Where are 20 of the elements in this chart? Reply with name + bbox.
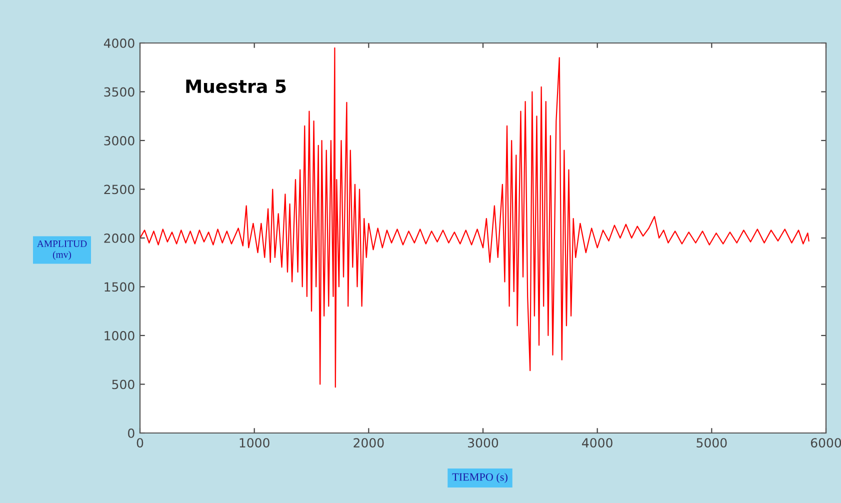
x-axis-title: TIEMPO (s) xyxy=(452,472,508,484)
y-tick-label: 1000 xyxy=(104,330,134,340)
y-tick-label: 3500 xyxy=(104,87,134,97)
x-tick-label: 3000 xyxy=(468,438,498,448)
y-tick-label: 500 xyxy=(112,380,134,390)
y-tick-label: 0 xyxy=(128,428,134,438)
x-tick-label: 0 xyxy=(136,438,144,448)
y-tick-label: 2500 xyxy=(104,184,134,194)
y-tick-label: 4000 xyxy=(104,38,134,48)
y-tick-label: 2000 xyxy=(104,233,134,243)
y-tick-label: 1500 xyxy=(104,282,134,292)
x-tick-label: 5000 xyxy=(696,438,727,448)
x-tick-label: 4000 xyxy=(582,438,612,448)
y-tick-label: 3000 xyxy=(104,136,134,146)
x-tick-label: 2000 xyxy=(354,438,384,448)
annotation: Muestra 5 xyxy=(186,80,286,94)
y-axis-title: AMPLITUD (mv) xyxy=(36,240,87,260)
x-tick-label: 1000 xyxy=(240,438,270,448)
x-tick-label: 6000 xyxy=(810,438,841,448)
line-series xyxy=(140,47,810,388)
